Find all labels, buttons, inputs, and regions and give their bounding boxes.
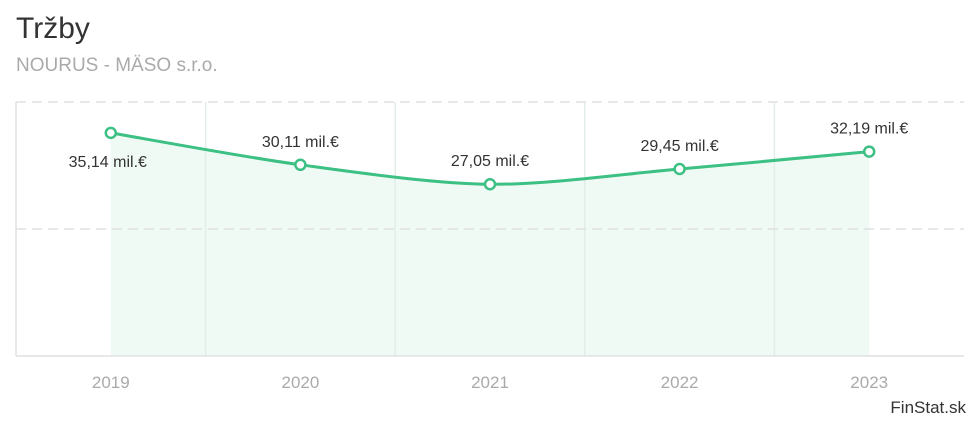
- x-tick-label: 2023: [850, 373, 888, 392]
- data-point: [294, 158, 307, 172]
- x-tick-label: 2019: [92, 373, 130, 392]
- x-tick-label: 2021: [471, 373, 509, 392]
- x-tick-label: 2020: [281, 373, 319, 392]
- company-name: NOURUS - MÄSO s.r.o.: [16, 55, 218, 76]
- finstat-link[interactable]: FinStat.sk: [890, 398, 966, 417]
- data-label: 30,11 mil.€: [262, 134, 339, 151]
- data-label: 27,05 mil.€: [451, 153, 529, 170]
- data-label: 29,45 mil.€: [640, 138, 718, 155]
- page-title: Tržby: [16, 12, 90, 45]
- x-tick-label: 2022: [661, 373, 699, 392]
- data-point: [862, 145, 876, 158]
- data-label: 32,19 mil.€: [830, 121, 908, 138]
- data-label: 35,14 mil.€: [69, 154, 147, 171]
- data-point: [673, 162, 686, 176]
- data-point: [483, 177, 497, 191]
- data-point: [104, 126, 118, 140]
- area-fill: [110, 132, 870, 356]
